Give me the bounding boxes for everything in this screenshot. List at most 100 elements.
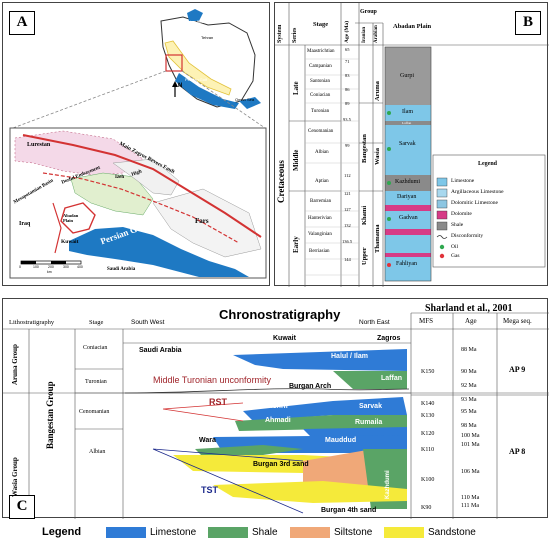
stage-3: Coniacian — [310, 93, 331, 98]
oil-marker-ilam — [387, 111, 391, 115]
mfs-k120: K120 — [421, 431, 435, 437]
age-5: 93.5 — [343, 117, 351, 122]
lurestan-label: Lurestan — [27, 142, 51, 148]
formation-halul: Halul / Ilam — [331, 353, 368, 360]
fahliyan-unit — [385, 235, 431, 281]
lurestan-zone — [14, 130, 144, 176]
formation-burgan3: Burgan 3rd sand — [253, 461, 309, 468]
zagros-front-fault-line — [42, 172, 240, 244]
formation-gurpi: Gurpi — [400, 73, 414, 79]
abadan-plain-zone — [60, 202, 96, 234]
series-early: Early — [292, 236, 300, 253]
formation-gadvan: Gadvan — [399, 215, 418, 221]
column-legend-title: Legend — [478, 161, 498, 167]
age-8: 121 — [344, 191, 351, 196]
column-svg — [275, 3, 549, 287]
header-iranian: Iranian — [362, 26, 367, 43]
sarvak-unit — [385, 125, 431, 175]
stage-1: Campanian — [309, 64, 332, 69]
stage-4: Turonian — [311, 109, 330, 114]
header-ne: North East — [359, 319, 390, 326]
stage-9: Hanterivian — [308, 216, 332, 221]
scale-0: 0 — [19, 265, 21, 269]
group-bangestan-c: Bangestan Group — [45, 381, 55, 449]
legend-swatch-siltstone-c — [290, 527, 330, 538]
mfs-k140: K140 — [421, 401, 435, 407]
stage-10: Valanginian — [308, 232, 332, 237]
stage-8: Barremian — [310, 199, 332, 204]
panel-b-column: System Series Stage Age (Ma) Group Irani… — [274, 2, 549, 287]
legend-item-sandstone: Sandstone — [428, 527, 476, 538]
age-101: 101 Ma — [461, 442, 480, 448]
tehran-label: Tehran — [201, 35, 214, 40]
legend-swatch-sandstone-c — [384, 527, 424, 538]
group-wasia-c: Wasia Group — [11, 457, 19, 497]
annotation-rst: RST — [209, 397, 227, 407]
age-4: 89 — [345, 101, 350, 106]
age-11: 136.5 — [342, 239, 353, 244]
legend-oil-dot — [439, 244, 445, 250]
turonian-unconformity — [124, 388, 410, 394]
kazhdumi-unit — [385, 175, 431, 191]
caspian-label: Caspian Sea — [181, 19, 204, 24]
header-system: System — [277, 24, 283, 43]
legend-oil: Oil — [451, 244, 459, 250]
formation-kazhdumi: Kazhdumi — [395, 179, 420, 185]
bottom-legend: Legend Limestone Shale Siltstone Sandsto… — [2, 524, 548, 542]
stage-turonian: Turonian — [85, 379, 107, 385]
mfs-k90: K90 — [421, 505, 432, 511]
age-12: 144 — [344, 257, 351, 262]
group-bangestan: Bangestan — [361, 134, 368, 163]
mega-ap9: AP 9 — [509, 365, 526, 374]
mfs-k150: K150 — [421, 369, 435, 375]
panel-b-badge: B — [515, 11, 541, 35]
legend-item-siltstone: Siltstone — [334, 527, 373, 538]
header-c-age: Age — [465, 317, 477, 325]
tst-triangle — [152, 448, 304, 514]
legend-dol-limestone: Dolomitic Limestone — [451, 200, 498, 206]
izeh-label: Izeh — [115, 175, 125, 180]
oil-marker-gadvan — [387, 217, 391, 221]
oman-small-label: Oman Sea — [235, 97, 255, 102]
legend-swatch-dolomite — [436, 210, 448, 220]
legend-limestone: Limestone — [451, 178, 475, 184]
age-9: 127 — [344, 207, 351, 212]
formation-laffan: Laffan — [402, 121, 412, 125]
stage-6: Albian — [315, 150, 329, 155]
legend-swatch-limestone-c — [106, 527, 146, 538]
annotation-burgan-arch: Burgan Arch — [289, 383, 332, 390]
dezful-embayment-zone — [70, 172, 154, 216]
age-1: 71 — [345, 59, 350, 64]
formation-ahmadi: Ahmadi — [265, 417, 291, 424]
oman-sea-small-shape — [239, 97, 261, 109]
formation-sarvak: Sarvak — [399, 141, 416, 147]
legend-arg-limestone: Argillaceous Limestone — [451, 189, 504, 195]
panel-a-badge: A — [9, 11, 35, 35]
dariyan-unit — [385, 191, 431, 205]
formation-sarvak-c: Sarvak — [359, 403, 382, 410]
izeh-zone — [112, 158, 180, 196]
age-100: 100 Ma — [461, 433, 480, 439]
header-arabian: Arabian — [374, 25, 379, 43]
zoom-line-left — [12, 70, 167, 129]
group-khami: Khami — [361, 205, 368, 225]
age-110: 110 Ma — [461, 495, 480, 501]
stage-7: Aptian — [315, 179, 329, 184]
abadan-label: Abadan Plain — [63, 213, 79, 223]
age-2: 83 — [345, 73, 350, 78]
legend-dolomite: Dolomite — [451, 211, 472, 217]
system-cretaceous: Cretaceous — [276, 160, 286, 203]
panel-c-badge: C — [9, 495, 35, 519]
persian-gulf-shape — [69, 227, 249, 277]
gadvan-unit — [385, 211, 431, 229]
annotation-tst: TST — [201, 485, 218, 495]
legend-swatch-dol-limestone — [436, 199, 448, 209]
header-series: Series — [292, 27, 298, 43]
detail-map — [14, 130, 262, 277]
study-area-box — [165, 54, 183, 72]
halul-ilam-body — [233, 349, 407, 371]
scale-300: 300 — [63, 265, 69, 269]
annotation-unconformity: Middle Turonian unconformity — [153, 375, 272, 385]
rst-triangle — [162, 402, 244, 422]
main-zagros-fault-line — [22, 134, 262, 238]
